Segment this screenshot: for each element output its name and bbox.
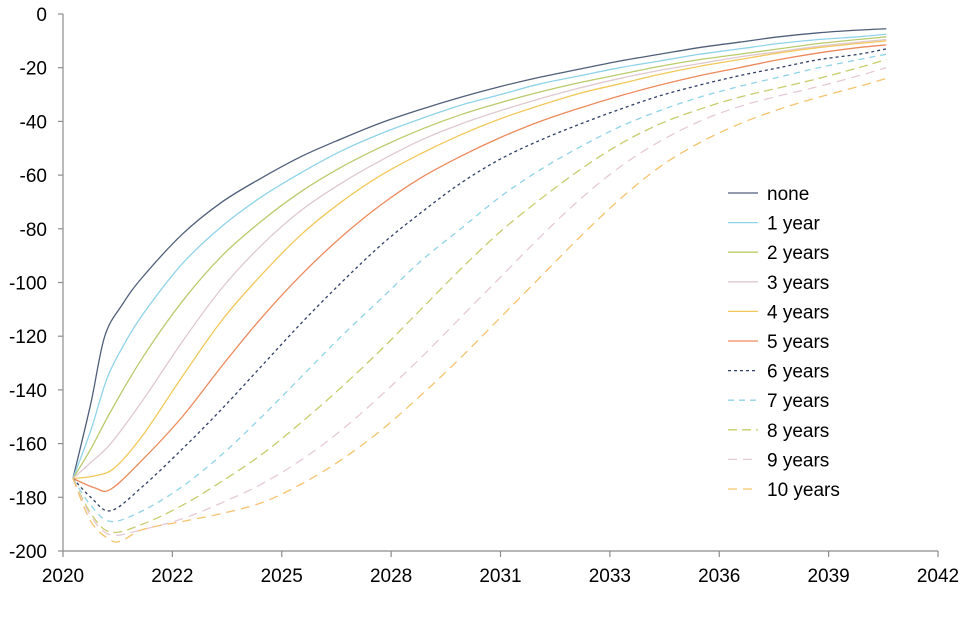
series-line-2-years xyxy=(72,36,887,479)
x-tick-label: 2028 xyxy=(370,566,412,587)
y-tick-label: -80 xyxy=(20,220,47,241)
series-line-9-years xyxy=(72,67,887,537)
legend-label: none xyxy=(767,184,809,205)
y-tick-label: -20 xyxy=(20,59,47,80)
x-tick-label: 2033 xyxy=(589,566,631,587)
x-tick-label: 2039 xyxy=(807,566,849,587)
series-line-none xyxy=(72,28,887,479)
y-tick-label: -160 xyxy=(9,435,47,456)
series-line-1-year xyxy=(72,33,887,479)
x-tick-label: 2020 xyxy=(42,566,84,587)
legend-label: 4 years xyxy=(767,302,829,323)
x-ticks: 2020 2022 2025 2028 2031 2033 2036 2039 2042 xyxy=(42,551,959,587)
legend: none 1 year 2 years 3 years 4 years 5 years 6 … xyxy=(728,184,840,501)
series-line-6-years xyxy=(72,48,887,512)
legend-label: 9 years xyxy=(767,450,829,471)
series-line-4-years xyxy=(72,40,887,480)
series-line-5-years xyxy=(72,44,887,493)
x-tick-label: 2025 xyxy=(261,566,303,587)
y-tick-label: 0 xyxy=(36,5,47,26)
plot-lines xyxy=(72,28,887,543)
y-tick-label: -60 xyxy=(20,166,47,187)
series-line-7-years xyxy=(72,53,887,523)
legend-label: 1 year xyxy=(767,214,820,235)
y-tick-label: -140 xyxy=(9,381,47,402)
y-tick-label: -200 xyxy=(9,542,47,563)
legend-label: 3 years xyxy=(767,273,829,294)
x-tick-label: 2022 xyxy=(151,566,193,587)
y-tick-label: -120 xyxy=(9,327,47,348)
legend-label: 8 years xyxy=(767,421,829,442)
series-line-8-years xyxy=(72,59,887,534)
x-tick-label: 2031 xyxy=(479,566,521,587)
legend-label: 6 years xyxy=(767,362,829,383)
series-line-10-years xyxy=(72,77,887,543)
y-ticks: 0 -20 -40 -60 -80 -100 -120 -140 -160 -180 -200 xyxy=(9,5,63,563)
y-tick-label: -100 xyxy=(9,274,47,295)
legend-label: 2 years xyxy=(767,243,829,264)
series-line-3-years xyxy=(72,38,887,479)
legend-label: 7 years xyxy=(767,391,829,412)
y-tick-label: -180 xyxy=(9,488,47,509)
x-tick-label: 2042 xyxy=(917,566,959,587)
y-tick-label: -40 xyxy=(20,112,47,133)
legend-label: 5 years xyxy=(767,332,829,353)
legend-label: 10 years xyxy=(767,480,840,501)
x-tick-label: 2036 xyxy=(698,566,740,587)
